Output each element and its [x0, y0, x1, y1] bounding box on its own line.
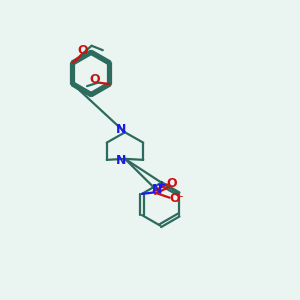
- Text: O: O: [77, 44, 88, 57]
- Text: N: N: [116, 124, 127, 136]
- Text: O: O: [169, 192, 180, 206]
- Text: +: +: [157, 180, 167, 190]
- Text: N: N: [116, 154, 127, 167]
- Text: O: O: [89, 73, 100, 85]
- Text: N: N: [152, 183, 162, 196]
- Text: O: O: [167, 177, 177, 190]
- Text: ⁻: ⁻: [177, 193, 183, 206]
